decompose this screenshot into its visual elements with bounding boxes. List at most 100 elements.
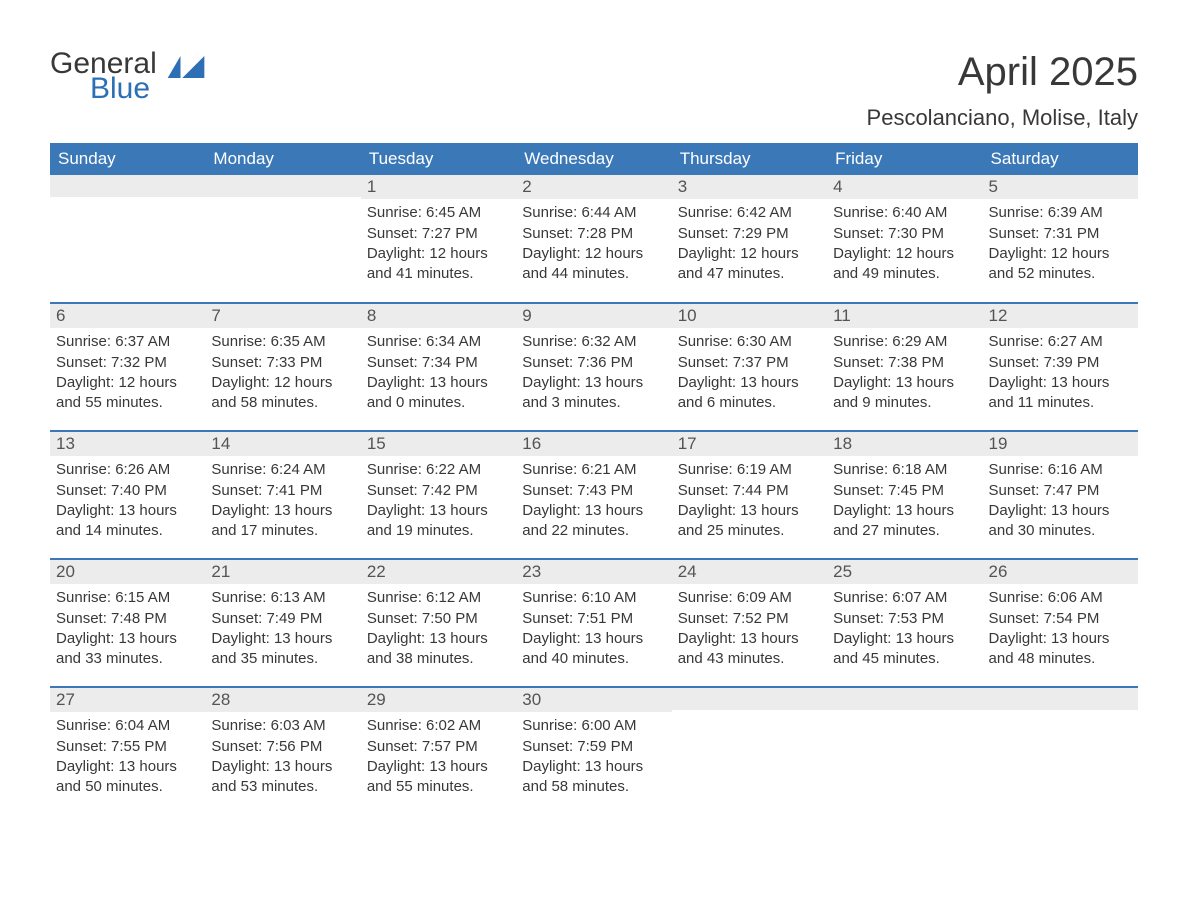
day-content: Sunrise: 6:30 AMSunset: 7:37 PMDaylight:…	[672, 328, 827, 417]
sunrise-text: Sunrise: 6:00 AM	[522, 716, 665, 736]
day-content: Sunrise: 6:16 AMSunset: 7:47 PMDaylight:…	[983, 456, 1138, 545]
sunrise-text: Sunrise: 6:42 AM	[678, 203, 821, 223]
day-content: Sunrise: 6:13 AMSunset: 7:49 PMDaylight:…	[205, 584, 360, 673]
daylight-text: Daylight: 13 hours and 19 minutes.	[367, 501, 510, 542]
daylight-text: Daylight: 12 hours and 47 minutes.	[678, 244, 821, 285]
sunset-text: Sunset: 7:34 PM	[367, 353, 510, 373]
daylight-text: Daylight: 13 hours and 38 minutes.	[367, 629, 510, 670]
daylight-text: Daylight: 13 hours and 40 minutes.	[522, 629, 665, 670]
day-cell: 8Sunrise: 6:34 AMSunset: 7:34 PMDaylight…	[361, 303, 516, 431]
day-content: Sunrise: 6:34 AMSunset: 7:34 PMDaylight:…	[361, 328, 516, 417]
day-number: 4	[827, 175, 982, 199]
sunrise-text: Sunrise: 6:21 AM	[522, 460, 665, 480]
day-number: 9	[516, 304, 671, 328]
day-number: 30	[516, 688, 671, 712]
day-number: 27	[50, 688, 205, 712]
sunset-text: Sunset: 7:42 PM	[367, 481, 510, 501]
day-number: 11	[827, 304, 982, 328]
day-cell: 9Sunrise: 6:32 AMSunset: 7:36 PMDaylight…	[516, 303, 671, 431]
sunrise-text: Sunrise: 6:27 AM	[989, 332, 1132, 352]
daylight-text: Daylight: 13 hours and 11 minutes.	[989, 373, 1132, 414]
daylight-text: Daylight: 13 hours and 0 minutes.	[367, 373, 510, 414]
day-number: 2	[516, 175, 671, 199]
sunset-text: Sunset: 7:49 PM	[211, 609, 354, 629]
sunrise-text: Sunrise: 6:10 AM	[522, 588, 665, 608]
weekday-header: Sunday	[50, 143, 205, 175]
sunrise-text: Sunrise: 6:37 AM	[56, 332, 199, 352]
sunset-text: Sunset: 7:44 PM	[678, 481, 821, 501]
day-content: Sunrise: 6:44 AMSunset: 7:28 PMDaylight:…	[516, 199, 671, 288]
sunset-text: Sunset: 7:47 PM	[989, 481, 1132, 501]
day-cell: 7Sunrise: 6:35 AMSunset: 7:33 PMDaylight…	[205, 303, 360, 431]
day-cell: 18Sunrise: 6:18 AMSunset: 7:45 PMDayligh…	[827, 431, 982, 559]
sunset-text: Sunset: 7:57 PM	[367, 737, 510, 757]
day-number: 19	[983, 432, 1138, 456]
weekday-header: Wednesday	[516, 143, 671, 175]
sunset-text: Sunset: 7:50 PM	[367, 609, 510, 629]
day-number: 24	[672, 560, 827, 584]
day-cell	[205, 175, 360, 303]
daylight-text: Daylight: 13 hours and 53 minutes.	[211, 757, 354, 798]
day-content: Sunrise: 6:06 AMSunset: 7:54 PMDaylight:…	[983, 584, 1138, 673]
daylight-text: Daylight: 13 hours and 3 minutes.	[522, 373, 665, 414]
day-number: 5	[983, 175, 1138, 199]
day-content: Sunrise: 6:24 AMSunset: 7:41 PMDaylight:…	[205, 456, 360, 545]
week-row: 20Sunrise: 6:15 AMSunset: 7:48 PMDayligh…	[50, 559, 1138, 687]
sunrise-text: Sunrise: 6:16 AM	[989, 460, 1132, 480]
day-cell: 16Sunrise: 6:21 AMSunset: 7:43 PMDayligh…	[516, 431, 671, 559]
day-content: Sunrise: 6:21 AMSunset: 7:43 PMDaylight:…	[516, 456, 671, 545]
daylight-text: Daylight: 12 hours and 55 minutes.	[56, 373, 199, 414]
day-cell: 3Sunrise: 6:42 AMSunset: 7:29 PMDaylight…	[672, 175, 827, 303]
sunset-text: Sunset: 7:32 PM	[56, 353, 199, 373]
sunset-text: Sunset: 7:36 PM	[522, 353, 665, 373]
sunset-text: Sunset: 7:37 PM	[678, 353, 821, 373]
sunrise-text: Sunrise: 6:29 AM	[833, 332, 976, 352]
logo-flag-icon	[167, 56, 205, 78]
day-cell: 5Sunrise: 6:39 AMSunset: 7:31 PMDaylight…	[983, 175, 1138, 303]
day-number: 18	[827, 432, 982, 456]
sunset-text: Sunset: 7:51 PM	[522, 609, 665, 629]
sunrise-text: Sunrise: 6:04 AM	[56, 716, 199, 736]
sunrise-text: Sunrise: 6:40 AM	[833, 203, 976, 223]
day-content	[50, 197, 205, 205]
day-number: 6	[50, 304, 205, 328]
weekday-header-row: Sunday Monday Tuesday Wednesday Thursday…	[50, 143, 1138, 175]
day-cell	[827, 687, 982, 815]
calendar-page: General Blue April 2025 Pescolanciano, M…	[0, 0, 1188, 855]
daylight-text: Daylight: 13 hours and 33 minutes.	[56, 629, 199, 670]
daylight-text: Daylight: 12 hours and 49 minutes.	[833, 244, 976, 285]
weekday-header: Tuesday	[361, 143, 516, 175]
day-cell: 15Sunrise: 6:22 AMSunset: 7:42 PMDayligh…	[361, 431, 516, 559]
day-number: 29	[361, 688, 516, 712]
daylight-text: Daylight: 13 hours and 55 minutes.	[367, 757, 510, 798]
daylight-text: Daylight: 13 hours and 50 minutes.	[56, 757, 199, 798]
sunset-text: Sunset: 7:54 PM	[989, 609, 1132, 629]
day-content: Sunrise: 6:03 AMSunset: 7:56 PMDaylight:…	[205, 712, 360, 801]
sunrise-text: Sunrise: 6:35 AM	[211, 332, 354, 352]
day-number: 14	[205, 432, 360, 456]
sunset-text: Sunset: 7:45 PM	[833, 481, 976, 501]
day-cell: 12Sunrise: 6:27 AMSunset: 7:39 PMDayligh…	[983, 303, 1138, 431]
day-content: Sunrise: 6:45 AMSunset: 7:27 PMDaylight:…	[361, 199, 516, 288]
day-content: Sunrise: 6:26 AMSunset: 7:40 PMDaylight:…	[50, 456, 205, 545]
day-content: Sunrise: 6:22 AMSunset: 7:42 PMDaylight:…	[361, 456, 516, 545]
sunset-text: Sunset: 7:33 PM	[211, 353, 354, 373]
sunrise-text: Sunrise: 6:30 AM	[678, 332, 821, 352]
day-content	[827, 710, 982, 718]
day-number: 15	[361, 432, 516, 456]
day-cell: 24Sunrise: 6:09 AMSunset: 7:52 PMDayligh…	[672, 559, 827, 687]
day-cell: 23Sunrise: 6:10 AMSunset: 7:51 PMDayligh…	[516, 559, 671, 687]
daylight-text: Daylight: 13 hours and 58 minutes.	[522, 757, 665, 798]
daylight-text: Daylight: 13 hours and 6 minutes.	[678, 373, 821, 414]
sunset-text: Sunset: 7:39 PM	[989, 353, 1132, 373]
day-content	[672, 710, 827, 718]
week-row: 27Sunrise: 6:04 AMSunset: 7:55 PMDayligh…	[50, 687, 1138, 815]
day-content: Sunrise: 6:32 AMSunset: 7:36 PMDaylight:…	[516, 328, 671, 417]
day-cell: 13Sunrise: 6:26 AMSunset: 7:40 PMDayligh…	[50, 431, 205, 559]
day-content: Sunrise: 6:40 AMSunset: 7:30 PMDaylight:…	[827, 199, 982, 288]
daylight-text: Daylight: 12 hours and 58 minutes.	[211, 373, 354, 414]
weekday-header: Monday	[205, 143, 360, 175]
day-number: 1	[361, 175, 516, 199]
day-cell	[672, 687, 827, 815]
sunset-text: Sunset: 7:29 PM	[678, 224, 821, 244]
